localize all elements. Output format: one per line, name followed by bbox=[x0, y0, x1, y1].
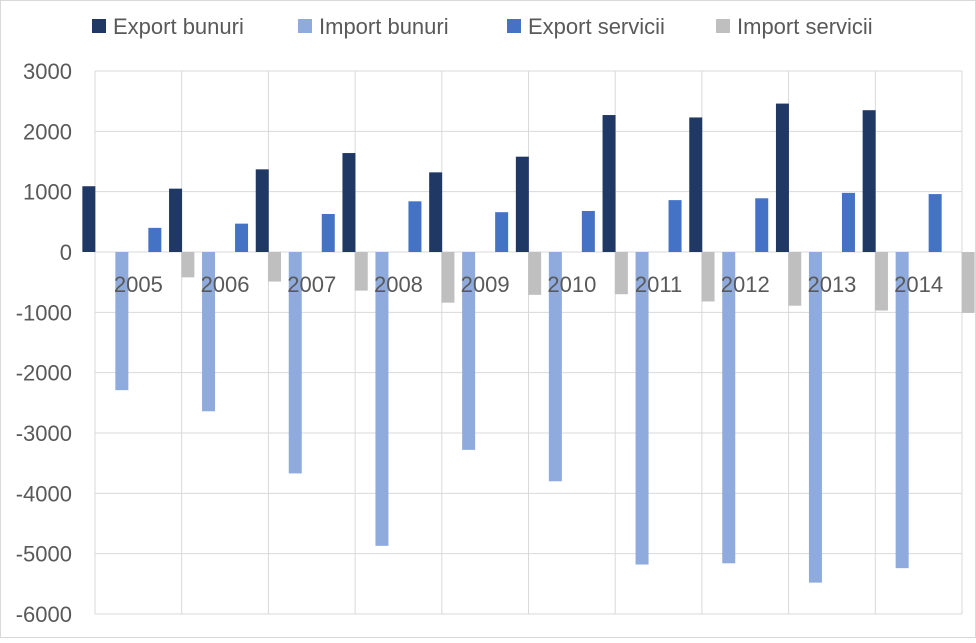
x-axis-tick-labels: 2005 2006 2007 2008 2009 2010 2011 2012 2013 2014 bbox=[114, 272, 943, 297]
x-tick-label: 2005 bbox=[114, 272, 163, 297]
bar bbox=[408, 201, 422, 252]
bar bbox=[722, 252, 736, 564]
legend-label: Import servicii bbox=[737, 14, 873, 39]
legend: Export bunuri Import bunuri Export servici… bbox=[92, 14, 873, 39]
legend-swatch bbox=[716, 19, 730, 33]
legend-label: Export bunuri bbox=[113, 14, 244, 39]
legend-swatch bbox=[92, 19, 106, 33]
legend-swatch bbox=[507, 19, 521, 33]
bars bbox=[82, 103, 975, 583]
x-tick-label: 2007 bbox=[287, 272, 336, 297]
y-tick-label: -5000 bbox=[16, 542, 72, 567]
bar bbox=[928, 194, 942, 252]
bar bbox=[268, 252, 282, 282]
bar bbox=[255, 169, 269, 252]
legend-item: Import servicii bbox=[716, 14, 873, 39]
x-tick-label: 2012 bbox=[721, 272, 770, 297]
y-tick-label: 2000 bbox=[23, 119, 72, 144]
y-tick-label: -2000 bbox=[16, 361, 72, 386]
legend-label: Import bunuri bbox=[319, 14, 449, 39]
bar bbox=[635, 252, 649, 565]
bar bbox=[689, 117, 703, 252]
y-tick-label: 3000 bbox=[23, 59, 72, 84]
x-tick-label: 2008 bbox=[374, 272, 423, 297]
legend-item: Export bunuri bbox=[92, 14, 244, 39]
legend-label: Export servicii bbox=[528, 14, 665, 39]
bar bbox=[775, 103, 789, 252]
bar bbox=[841, 192, 855, 252]
y-tick-label: -3000 bbox=[16, 421, 72, 446]
x-tick-label: 2013 bbox=[807, 272, 856, 297]
bar bbox=[321, 213, 335, 252]
bar bbox=[862, 110, 876, 252]
y-tick-label: -6000 bbox=[16, 602, 72, 627]
bar bbox=[961, 252, 975, 313]
bar bbox=[614, 252, 628, 295]
bar bbox=[288, 252, 302, 474]
bar bbox=[668, 200, 682, 252]
legend-item: Import bunuri bbox=[298, 14, 449, 39]
x-tick-label: 2006 bbox=[201, 272, 250, 297]
x-tick-label: 2011 bbox=[635, 272, 682, 297]
y-tick-label: 0 bbox=[60, 240, 72, 265]
bar bbox=[181, 252, 195, 278]
x-tick-label: 2014 bbox=[894, 272, 943, 297]
bar bbox=[462, 252, 476, 450]
bar bbox=[169, 188, 183, 252]
y-axis-tick-labels: 3000 2000 1000 0 -1000 -2000 -3000 -4000 -5000 -6… bbox=[16, 59, 72, 627]
bar bbox=[82, 186, 96, 252]
legend-item: Export servicii bbox=[507, 14, 665, 39]
bar bbox=[375, 252, 389, 546]
bar bbox=[602, 115, 616, 252]
bar bbox=[808, 252, 822, 583]
bar bbox=[441, 252, 455, 303]
bar bbox=[701, 252, 715, 302]
bar bbox=[202, 252, 216, 412]
y-tick-label: -1000 bbox=[16, 300, 72, 325]
bar bbox=[874, 252, 888, 311]
bar bbox=[342, 153, 356, 252]
bar bbox=[354, 252, 368, 291]
y-tick-label: -4000 bbox=[16, 481, 72, 506]
x-tick-label: 2010 bbox=[547, 272, 596, 297]
gridlines bbox=[94, 70, 963, 615]
bar bbox=[235, 223, 249, 252]
bar bbox=[115, 252, 129, 391]
bar bbox=[895, 252, 909, 569]
bar bbox=[515, 156, 529, 252]
bar bbox=[148, 227, 162, 252]
bar bbox=[495, 212, 509, 252]
bar bbox=[528, 252, 542, 295]
y-tick-label: 1000 bbox=[23, 180, 72, 205]
bar bbox=[581, 210, 595, 252]
bar bbox=[548, 252, 562, 482]
x-tick-label: 2009 bbox=[461, 272, 510, 297]
legend-swatch bbox=[298, 19, 312, 33]
bar bbox=[429, 172, 443, 252]
bar bbox=[788, 252, 802, 306]
bar bbox=[755, 198, 769, 252]
